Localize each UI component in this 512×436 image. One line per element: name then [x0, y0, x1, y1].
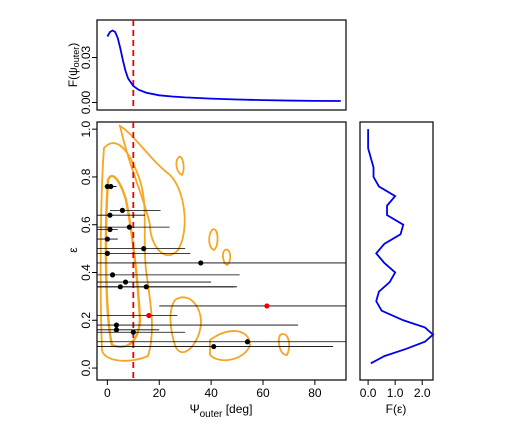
data-point — [146, 312, 152, 319]
x-tick-label: 80 — [308, 386, 322, 400]
data-point — [107, 226, 113, 233]
x-label-sub: outer — [200, 409, 223, 420]
density-curve — [367, 129, 435, 365]
top-y-label: F(ψouter) — [66, 43, 81, 87]
x-tick-label: 20 — [153, 386, 167, 400]
data-point — [122, 279, 129, 285]
x-tick-label: 0.0 — [360, 386, 377, 400]
data-point — [107, 212, 113, 218]
y-tick-label: 0.0 — [79, 359, 93, 376]
x-tick-label: 60 — [256, 386, 270, 400]
data-point — [104, 250, 110, 256]
top-panel — [96, 19, 347, 111]
data-point — [119, 207, 126, 213]
data-point — [108, 183, 114, 190]
main-panel — [96, 121, 347, 381]
y-label-sub: outer — [71, 47, 81, 68]
data-point — [109, 272, 116, 278]
density-contours — [99, 124, 291, 362]
x-label-part: [deg] — [222, 402, 252, 416]
x-tick-label: 2.0 — [414, 386, 431, 400]
data-point — [117, 284, 123, 290]
y-tick-label: 1.0 — [79, 121, 93, 138]
density-curve — [106, 29, 341, 102]
x-tick-label: 0 — [104, 386, 111, 400]
y-label-part: ) — [66, 43, 80, 47]
x-tick-label: 1.0 — [387, 386, 404, 400]
data-point — [141, 246, 147, 252]
x-label-part: Ψ — [190, 402, 200, 416]
data-point — [113, 322, 120, 328]
data-point — [244, 339, 251, 345]
y-tick-label: 0.4 — [79, 264, 93, 281]
y-tick-label: 0.2 — [79, 312, 93, 329]
main-y-label: ε — [66, 247, 80, 253]
right-panel — [359, 121, 434, 381]
data-point — [264, 303, 270, 309]
data-point — [198, 260, 204, 266]
y-tick-label: 0.6 — [79, 216, 93, 233]
y-label-part: F(ψ — [66, 67, 80, 87]
y-tick-label: 0.00 — [79, 90, 93, 114]
data-point — [130, 329, 136, 335]
y-tick-label: 0.8 — [79, 168, 93, 185]
data-point — [143, 284, 149, 290]
data-point — [104, 236, 110, 242]
right-x-label: F(ε) — [386, 402, 407, 416]
y-tick-label: 0.03 — [79, 45, 93, 69]
data-point — [113, 327, 120, 333]
main-x-label: Ψouter [deg] — [190, 402, 253, 419]
data-point — [211, 343, 217, 350]
data-point — [126, 224, 133, 230]
x-tick-label: 40 — [204, 386, 218, 400]
